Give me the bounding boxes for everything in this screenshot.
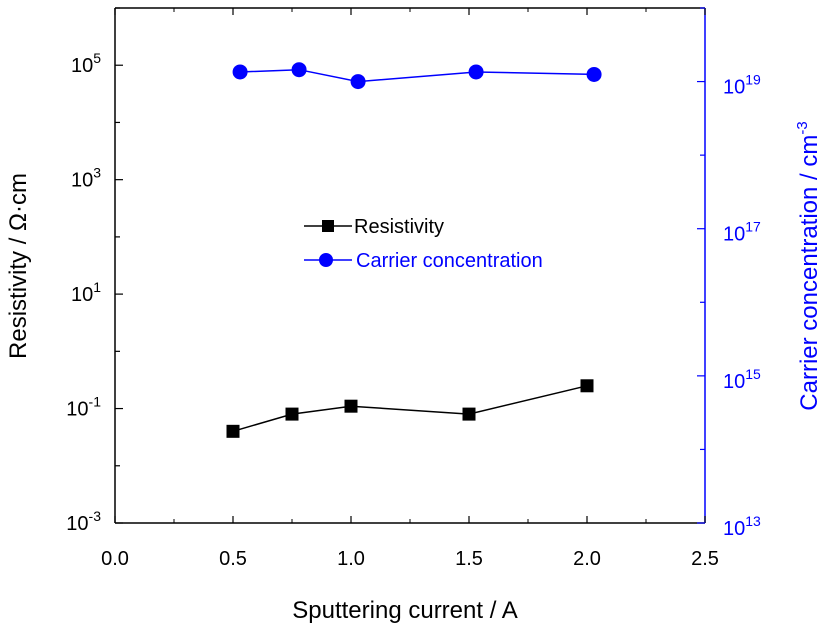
y-left-tick-label: 101	[71, 279, 101, 306]
legend-marker-carrier-concentration	[319, 253, 333, 267]
x-tick-label: 1.5	[455, 548, 483, 570]
data-point-resistivity	[344, 399, 358, 413]
data-point-carrier-concentration	[468, 64, 484, 80]
data-point-carrier-concentration	[586, 66, 602, 82]
legend-marker-resistivity	[322, 220, 334, 232]
y-axis-right-title: Carrier concentration / cm-3	[794, 121, 823, 410]
y-axis-right: 1013 1015 1017 1019	[697, 7, 761, 540]
data-point-carrier-concentration	[350, 74, 366, 90]
x-tick-label: 2.0	[573, 548, 601, 570]
y-left-tick-label: 10-1	[66, 394, 101, 421]
legend-label-carrier-concentration: Carrier concentration	[356, 250, 543, 272]
y-axis-right-title-main: Carrier concentration / cm	[796, 135, 823, 411]
y-left-tick-label: 10-3	[66, 508, 101, 535]
data-point-resistivity	[226, 424, 240, 438]
data-point-resistivity	[462, 407, 476, 421]
y-right-tick-label: 1015	[723, 366, 761, 393]
data-point-carrier-concentration	[291, 62, 307, 78]
y-right-tick-label: 1019	[723, 72, 761, 99]
x-tick-label: 0.5	[219, 548, 247, 570]
x-tick-label: 0.0	[101, 548, 129, 570]
data-point-carrier-concentration	[232, 64, 248, 80]
y-axis-left: 10-3 10-1 101 103 105	[66, 7, 123, 535]
y-right-tick-label: 1013	[723, 513, 761, 540]
y-axis-right-title-exponent: -3	[794, 121, 811, 134]
legend-item-carrier-concentration: Carrier concentration	[304, 250, 543, 272]
data-point-resistivity	[580, 379, 594, 393]
y-right-tick-label: 1017	[723, 219, 761, 246]
x-tick-label: 2.5	[691, 548, 719, 570]
y-left-tick-label: 105	[71, 50, 101, 77]
y-left-tick-label: 103	[71, 165, 101, 192]
legend-item-resistivity: Resistivity	[304, 216, 444, 238]
x-tick-label: 1.0	[337, 548, 365, 570]
data-point-resistivity	[285, 407, 299, 421]
x-axis: 0.0 0.5 1.0 1.5 2.0 2.5	[101, 8, 719, 570]
series-layer	[226, 62, 602, 438]
legend-label-resistivity: Resistivity	[354, 216, 444, 238]
x-axis-title: Sputtering current / A	[292, 597, 517, 624]
legend: Resistivity Carrier concentration	[304, 216, 543, 272]
y-axis-left-title: Resistivity / Ω·cm	[5, 173, 32, 359]
